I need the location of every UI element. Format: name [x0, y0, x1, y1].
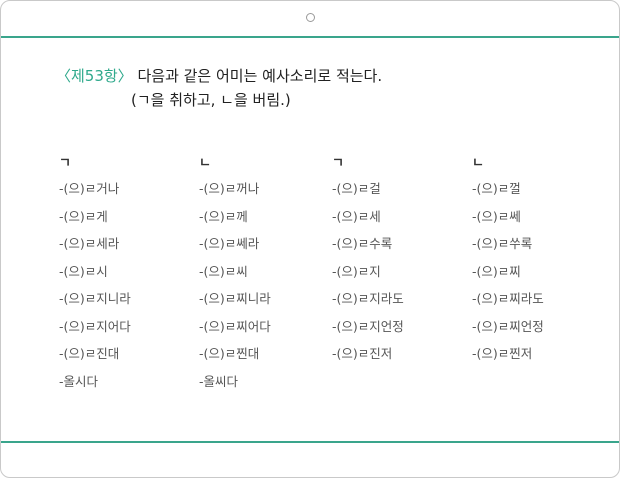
list-item: -(으)ㄹ세라: [59, 236, 120, 251]
list-item: -(으)ㄹ찌언정: [472, 318, 544, 334]
list-item: -(으)ㄹ찐대: [199, 346, 260, 361]
column-header: ㄴ: [199, 156, 211, 171]
rule-heading: 〈제53항〉 다음과 같은 어미는 예사소리로 적는다.: [56, 64, 382, 88]
list-item: -(으)ㄹ쎄라: [199, 236, 260, 251]
list-item: -(으)ㄹ지: [332, 263, 381, 279]
article-number: 〈제53항〉: [56, 67, 133, 85]
list-item: -(으)ㄹ거나: [59, 181, 120, 196]
list-item: -(으)ㄹ지니라: [59, 291, 131, 306]
list-item: -(으)ㄹ찌니라: [199, 291, 271, 306]
list-item: -(으)ㄹ껄: [472, 181, 521, 196]
list-item: -(으)ㄹ진대: [59, 346, 120, 361]
list-item: -(으)ㄹ씨: [199, 263, 248, 279]
list-item: -올씨다: [199, 373, 239, 389]
column-incorrect-2: ㄴ -(으)ㄹ껄 -(으)ㄹ쎄 -(으)ㄹ쑤록 -(으)ㄹ찌 -(으)ㄹ찌라도 …: [472, 153, 544, 368]
list-item: -(으)ㄹ찐저: [472, 346, 533, 361]
list-item: -(으)ㄹ시: [59, 263, 108, 279]
list-item: -(으)ㄹ게: [59, 208, 108, 224]
list-item: -(으)ㄹ꺼나: [199, 181, 260, 196]
list-item: -올시다: [59, 373, 99, 389]
top-bar: [1, 1, 619, 36]
top-divider: [1, 36, 619, 38]
column-header: ㄱ: [59, 156, 71, 171]
column-header: ㄱ: [332, 156, 344, 171]
list-item: -(으)ㄹ지언정: [332, 318, 404, 334]
list-item: -(으)ㄹ걸: [332, 181, 381, 196]
list-item: -(으)ㄹ지라도: [332, 291, 404, 306]
rule-statement: 다음과 같은 어미는 예사소리로 적는다.: [137, 67, 383, 85]
list-item: -(으)ㄹ찌: [472, 263, 521, 279]
list-item: -(으)ㄹ수록: [332, 236, 393, 251]
bottom-divider: [1, 441, 619, 443]
column-correct-1: ㄱ -(으)ㄹ거나 -(으)ㄹ게 -(으)ㄹ세라 -(으)ㄹ시 -(으)ㄹ지니라…: [59, 153, 131, 395]
list-item: -(으)ㄹ찌어다: [199, 318, 271, 334]
rule-note: (ㄱ을 취하고, ㄴ을 버림.): [131, 91, 291, 109]
list-item: -(으)ㄹ진저: [332, 346, 393, 361]
list-item: -(으)ㄹ쑤록: [472, 236, 533, 251]
column-incorrect-1: ㄴ -(으)ㄹ꺼나 -(으)ㄹ께 -(으)ㄹ쎄라 -(으)ㄹ씨 -(으)ㄹ찌니라…: [199, 153, 271, 395]
column-correct-2: ㄱ -(으)ㄹ걸 -(으)ㄹ세 -(으)ㄹ수록 -(으)ㄹ지 -(으)ㄹ지라도 …: [332, 153, 404, 368]
list-item: -(으)ㄹ쎄: [472, 208, 521, 224]
list-item: -(으)ㄹ세: [332, 208, 381, 224]
column-header: ㄴ: [472, 156, 484, 171]
list-item: -(으)ㄹ찌라도: [472, 291, 544, 306]
camera-dot-icon: [306, 13, 315, 22]
list-item: -(으)ㄹ지어다: [59, 318, 131, 334]
list-item: -(으)ㄹ께: [199, 208, 248, 224]
